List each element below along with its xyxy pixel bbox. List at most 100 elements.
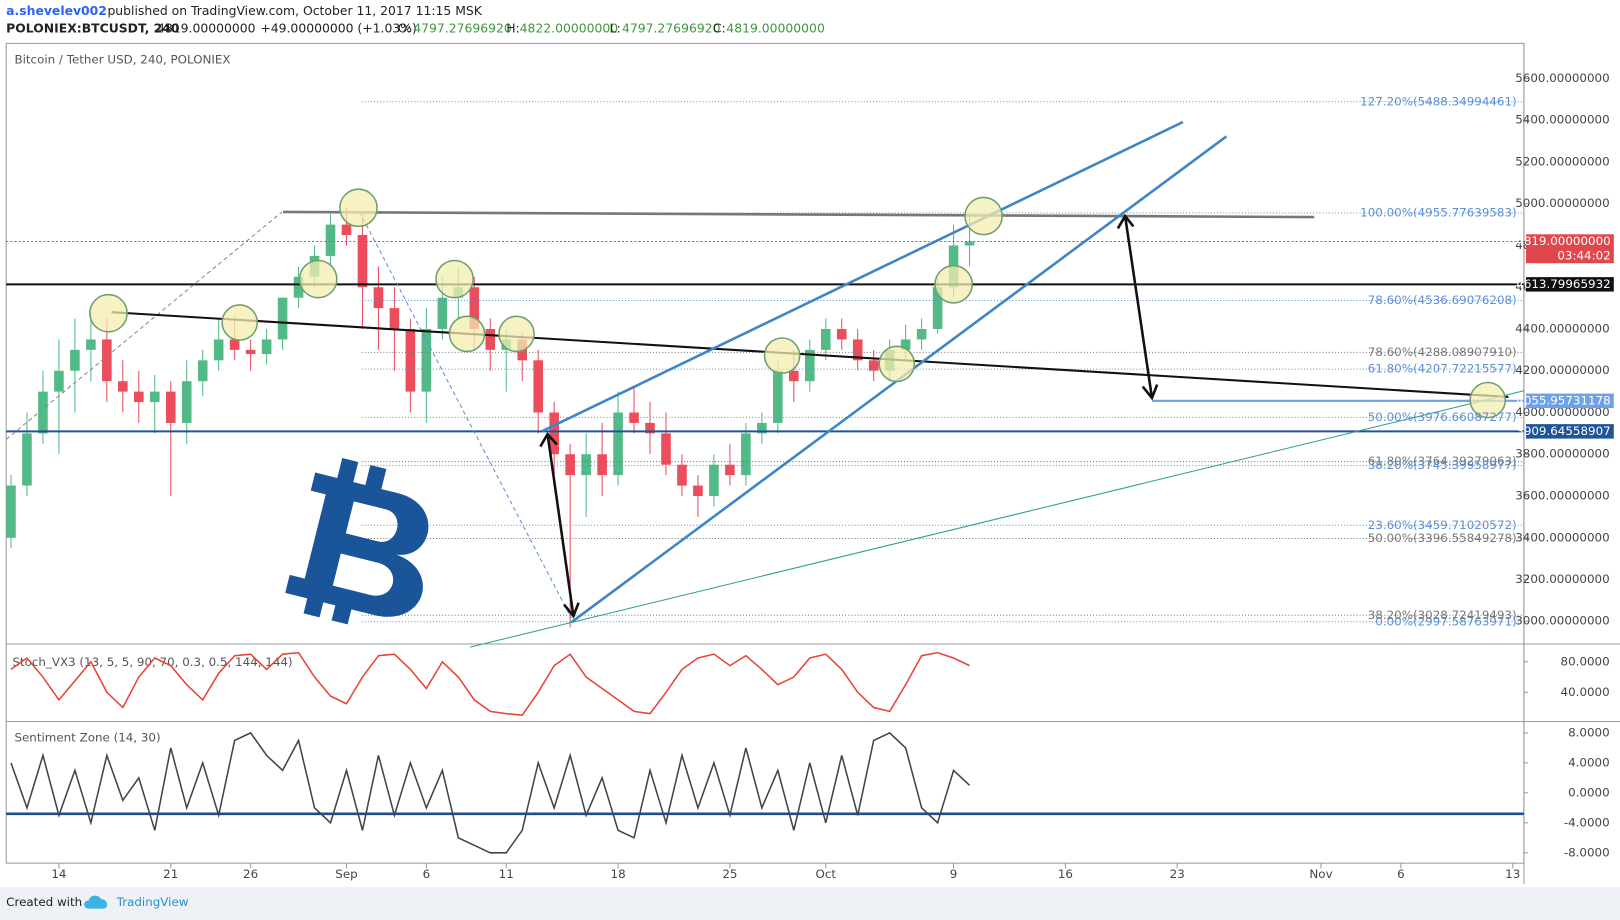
trend-line: [111, 311, 1509, 398]
fib-label: 50.00%(3396.55849278): [1368, 531, 1517, 545]
fib-label: 100.00%(4955.77639583): [1360, 205, 1517, 219]
candle-body: [245, 349, 256, 355]
candle-body: [868, 360, 879, 371]
y-tick-label: 4400.00000000: [1515, 321, 1609, 335]
candle-body: [916, 328, 927, 340]
candle-body: [693, 485, 703, 497]
arrows: [539, 213, 1159, 619]
candle-body: [597, 454, 607, 476]
countdown: 03:44:02: [1557, 248, 1610, 262]
candle-body: [804, 349, 815, 382]
pane-title: Sentiment Zone (14, 30): [14, 731, 160, 745]
candle-body: [54, 370, 64, 392]
candle-body: [373, 287, 384, 309]
y-tick-label: 3200.00000000: [1515, 572, 1609, 586]
bitcoin-logo: [285, 457, 429, 625]
fib-trend: [359, 211, 572, 619]
candle-body: [86, 339, 96, 350]
candle-body: [102, 339, 112, 382]
candle-body: [661, 433, 671, 465]
price-tag-label: 4819.00000000: [1516, 234, 1610, 248]
drawings: [5, 120, 1525, 648]
highlight: [435, 259, 474, 299]
pane-title: Bitcoin / Tether USD, 240, POLONIEX: [14, 52, 230, 66]
candle-body: [677, 464, 687, 486]
candle-body: [741, 433, 751, 476]
arrow-head: [539, 431, 580, 619]
highlight: [221, 304, 259, 341]
y-tick-label: 4000.00000000: [1515, 405, 1609, 419]
candle-body: [181, 381, 192, 423]
low: 4797.27696920: [622, 20, 721, 35]
candle-body: [773, 370, 783, 423]
candle-body: [197, 360, 208, 382]
y-tick-label: 3800.00000000: [1515, 447, 1609, 461]
fib-label: 0.00%(2997.58763971): [1375, 614, 1516, 628]
last-price: 4819.00000000: [157, 20, 256, 35]
highlight: [89, 293, 128, 333]
candle-body: [38, 391, 48, 434]
highlight: [878, 345, 916, 383]
candle-body: [709, 464, 719, 497]
y-tick-label: 4200.00000000: [1515, 363, 1609, 377]
candle-body: [789, 370, 799, 382]
candle-body: [405, 328, 416, 392]
highlight: [498, 315, 535, 353]
channel-upper: [541, 120, 1184, 433]
price-tag-label: 4055.95731178: [1516, 393, 1610, 407]
x-tick-label: 16: [1058, 867, 1073, 881]
candle-body: [581, 454, 591, 476]
x-tick-label: 13: [1505, 867, 1520, 881]
fib-label: 23.60%(3459.71020572): [1368, 518, 1517, 532]
candle-body: [341, 224, 352, 236]
candle-body: [437, 297, 448, 329]
y-tick-label: -8.0000: [1564, 845, 1610, 859]
highlight: [339, 188, 378, 228]
candle-body: [629, 412, 639, 423]
fib-label: 50.00%(3976.66087277): [1368, 410, 1517, 424]
footer-brand[interactable]: TradingView: [116, 895, 189, 909]
arrow: [546, 433, 575, 617]
close: 4819.00000000: [726, 20, 825, 35]
highlight: [1469, 381, 1507, 419]
highlight: [298, 259, 338, 299]
x-tick-label: 21: [163, 867, 178, 881]
arrow: [1123, 215, 1154, 399]
footer-text: Created with: [6, 895, 82, 909]
candle-body: [70, 349, 80, 371]
pane-title: Stoch_VX3 (13, 5, 5, 90, 70, 0.3, 0.5, 1…: [12, 655, 292, 669]
x-tick-label: 23: [1170, 867, 1185, 881]
price-tag: [1525, 234, 1614, 264]
x-tick-label: 6: [423, 867, 431, 881]
published: published on TradingView.com, October 11…: [107, 3, 482, 18]
fib-trend: [5, 211, 283, 440]
candle-body: [964, 241, 975, 246]
y-tick-label: 3400.00000000: [1515, 530, 1609, 544]
x-tick-label: 11: [499, 867, 514, 881]
y-tick-label: 3000.00000000: [1515, 614, 1609, 628]
resistance-line: [283, 210, 1315, 219]
candle-body: [613, 412, 623, 476]
candle-body: [165, 391, 176, 423]
y-tick-label: 80.0000: [1561, 654, 1610, 668]
candle-body: [485, 328, 496, 350]
candle-body: [757, 422, 767, 434]
fib-label: 61.80%(4207.72215577): [1368, 362, 1517, 376]
y-tick-label: 40.0000: [1561, 685, 1610, 699]
x-tick-label: Sep: [335, 867, 357, 881]
highlight: [964, 196, 1003, 236]
candle-body: [725, 464, 735, 476]
change: +49.00000000 (+1.03%): [260, 20, 416, 35]
highlight: [448, 315, 486, 353]
price-tag: [1525, 424, 1614, 439]
candle-body: [469, 287, 480, 329]
candle-body: [533, 360, 543, 413]
candle-body: [565, 454, 575, 476]
y-tick-label: -4.0000: [1564, 815, 1610, 829]
candle-body: [325, 224, 336, 256]
candle-body: [229, 339, 240, 350]
support-trend: [469, 390, 1525, 648]
tv-logo: [84, 895, 108, 909]
